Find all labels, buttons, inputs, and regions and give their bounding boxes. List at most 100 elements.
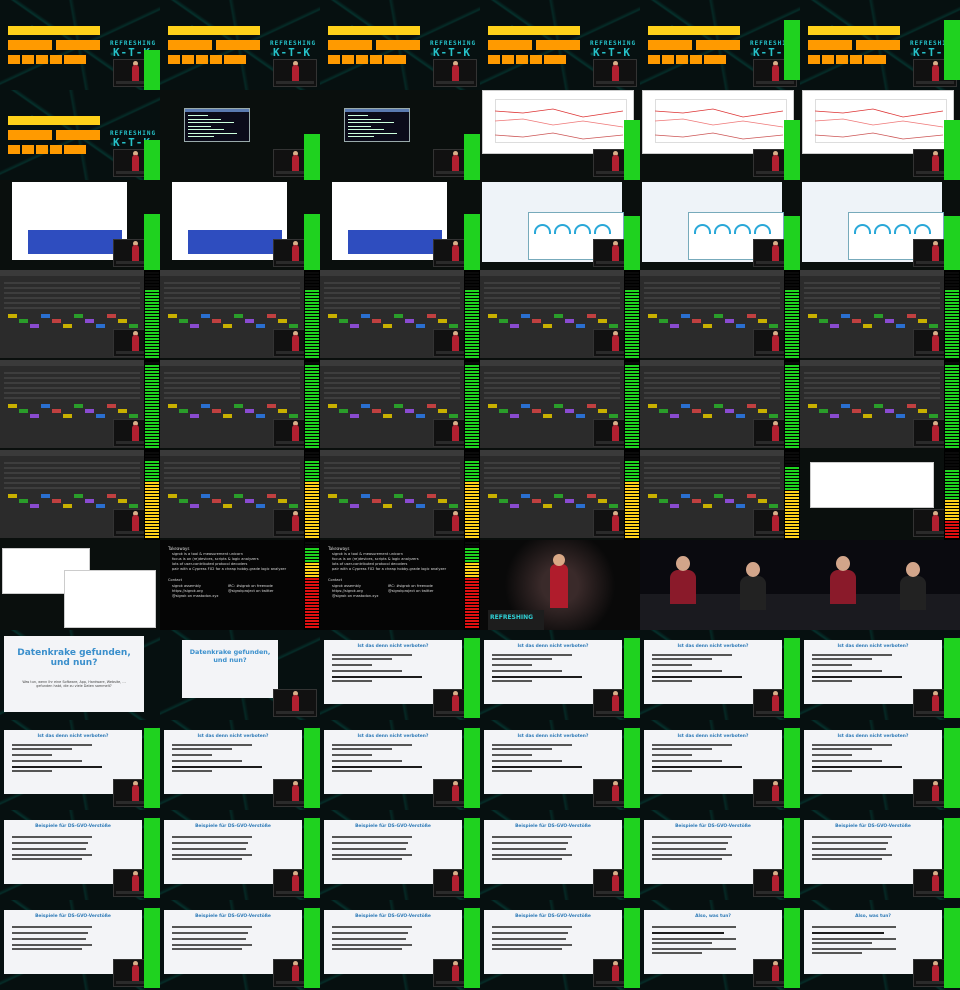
speaker-head	[613, 61, 618, 66]
signal-row	[644, 487, 780, 489]
meter-segment	[145, 503, 159, 505]
slide-text-line	[12, 848, 86, 850]
meter-segment	[145, 296, 159, 298]
decoder-annotation	[234, 404, 243, 408]
slide-text-line	[652, 938, 736, 940]
lectern	[276, 351, 314, 354]
meter-segment	[305, 560, 319, 562]
meter-segment	[465, 311, 479, 313]
speaker-head	[613, 151, 618, 156]
speaker-icon	[612, 875, 619, 891]
thumbnail	[320, 360, 480, 450]
meter-segment	[305, 455, 319, 457]
slide-text-line	[492, 670, 562, 672]
signal-row	[4, 372, 140, 374]
meter-segment	[785, 356, 799, 358]
logo-line: K-T-K	[112, 136, 152, 149]
thumbnail: Beispiele für DS-GVO-Verstöße	[800, 810, 960, 900]
speaker-icon	[550, 564, 568, 608]
meter-segment	[625, 329, 639, 331]
terminal-line	[188, 118, 221, 120]
thumbnail	[160, 360, 320, 450]
meter-segment	[465, 578, 479, 580]
meter-segment	[945, 437, 959, 439]
slide-bullet: pair with a Cypress FX2 for a cheap hobb…	[172, 567, 287, 571]
meter-segment	[785, 374, 799, 376]
speaker-icon	[612, 245, 619, 261]
logo-line: K-T-K	[912, 46, 952, 59]
meter-segment	[305, 515, 319, 517]
meter-segment	[145, 287, 159, 289]
lectern	[756, 981, 794, 984]
signal-row	[484, 287, 620, 289]
slide-text-line	[172, 932, 248, 934]
speaker-icon	[292, 965, 299, 981]
meter-segment	[945, 392, 959, 394]
meter-segment	[145, 494, 159, 496]
audio-level-meter	[624, 270, 640, 360]
signal-row	[4, 392, 140, 394]
decoder-annotation	[736, 414, 745, 418]
signal-row	[4, 297, 140, 299]
signal-row	[484, 472, 620, 474]
level-bar	[304, 134, 320, 180]
slide-text-line	[332, 948, 402, 950]
meter-segment	[785, 434, 799, 436]
audio-level-meter	[144, 270, 160, 360]
speaker-head	[613, 241, 618, 246]
slide-text-line	[492, 654, 572, 656]
decoder-annotation	[212, 319, 221, 323]
terminal-line	[188, 115, 208, 116]
meter-segment	[785, 491, 799, 493]
speaker-head	[773, 331, 778, 336]
speaker-icon	[932, 695, 939, 711]
decoder-annotation	[648, 314, 657, 318]
diagram-block	[328, 40, 372, 50]
meter-segment	[465, 338, 479, 340]
lectern	[596, 531, 634, 534]
meter-segment	[305, 491, 319, 493]
decoder-annotation	[852, 409, 861, 413]
meter-segment	[465, 374, 479, 376]
meter-segment	[305, 368, 319, 370]
speaker-head	[613, 421, 618, 426]
meter-segment	[305, 377, 319, 379]
gauge-icon	[874, 224, 891, 234]
meter-segment	[465, 533, 479, 535]
speaker-head	[773, 511, 778, 516]
decoder-annotation	[8, 404, 17, 408]
meter-segment	[625, 281, 639, 283]
lectern	[756, 531, 794, 534]
meter-segment	[465, 413, 479, 415]
meter-segment	[945, 470, 959, 472]
slide-text-line	[652, 664, 692, 666]
meter-segment	[945, 290, 959, 292]
lectern	[276, 801, 314, 804]
signal-row	[484, 397, 620, 399]
decoder-annotation	[361, 404, 370, 408]
meter-segment	[465, 464, 479, 466]
meter-segment	[305, 362, 319, 364]
meter-segment	[305, 329, 319, 331]
node-flow-editor	[802, 182, 944, 262]
decoder-annotation	[118, 319, 127, 323]
measurement-dashboard	[332, 182, 447, 260]
decoder-annotation	[896, 414, 905, 418]
meter-segment	[945, 491, 959, 493]
slide-text-line	[492, 842, 568, 844]
level-bar	[784, 908, 800, 988]
slide-text-line	[332, 842, 408, 844]
meter-segment	[945, 299, 959, 301]
meter-segment	[945, 302, 959, 304]
meter-segment	[465, 272, 479, 274]
decoder-annotation	[289, 324, 298, 328]
signal-row	[324, 487, 460, 489]
speaker-head	[133, 151, 138, 156]
meter-segment	[785, 431, 799, 433]
diagram-block	[696, 40, 740, 50]
slide-title: Beispiele für DS-GVO-Verstöße	[675, 824, 751, 829]
takeaways-slide: Takeaways sigrok is a tool & measurement …	[320, 540, 480, 630]
meter-segment	[625, 500, 639, 502]
meter-segment	[785, 506, 799, 508]
